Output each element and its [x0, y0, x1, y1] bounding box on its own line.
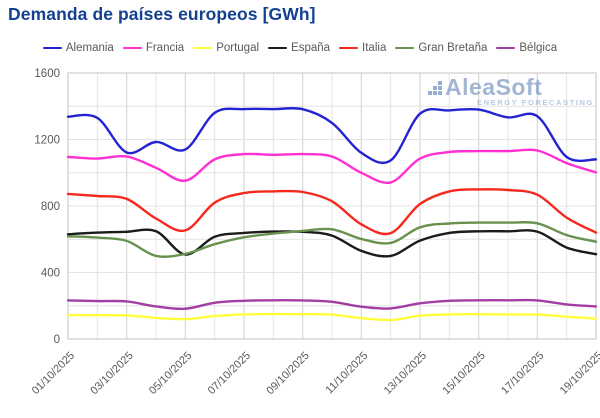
legend-swatch-belgica: [496, 46, 516, 50]
series-line-francia: [66, 148, 598, 185]
legend-item-francia: Francia: [122, 42, 185, 54]
x-tick-label: 05/10/2025: [147, 350, 194, 397]
demand-chart-svg: 0 400 800 1200 1600 01/10/2025 03/10/2025 05/10…: [30, 68, 600, 397]
series-line-italia: [66, 188, 598, 236]
legend-swatch-alemania: [42, 46, 62, 50]
legend-label-gran-bretana: Gran Bretaña: [418, 42, 488, 54]
plot-border: [67, 72, 597, 340]
y-tick-label: 400: [41, 268, 60, 280]
legend-item-belgica: Bélgica: [496, 42, 557, 54]
y-tick-label: 1200: [34, 135, 60, 147]
y-tick-label: 0: [54, 334, 60, 346]
x-tick-label: 09/10/2025: [264, 350, 311, 397]
x-tick-label: 17/10/2025: [499, 350, 546, 397]
y-tick-label: 800: [41, 201, 60, 213]
legend-item-gran-bretana: Gran Bretaña: [395, 42, 487, 54]
legend-label-belgica: Bélgica: [519, 42, 558, 54]
series-line-alemania: [66, 106, 598, 165]
legend-item-alemania: Alemania: [42, 42, 114, 54]
series-line-gran-bretana: [66, 220, 598, 258]
legend-swatch-gran-bretana: [395, 46, 415, 50]
legend-label-espana: España: [291, 42, 331, 54]
series-line-espana: [66, 228, 598, 258]
legend-swatch-italia: [339, 46, 359, 50]
series-line-belgica: [66, 298, 598, 311]
legend-swatch-francia: [122, 46, 142, 50]
x-tick-label: 15/10/2025: [440, 350, 487, 397]
x-tick-label: 07/10/2025: [206, 350, 253, 397]
x-tick-label: 03/10/2025: [88, 350, 135, 397]
legend-label-italia: Italia: [362, 42, 387, 54]
legend-item-espana: España: [268, 42, 330, 54]
series-line-portugal: [66, 312, 598, 322]
legend-swatch-portugal: [193, 46, 213, 50]
chart-title: Demanda de países europeos [GWh]: [8, 4, 316, 24]
x-tick-label: 19/10/2025: [558, 350, 600, 397]
legend-swatch-espana: [268, 46, 288, 50]
legend: Alemania Francia Portugal España Italia Gran …: [0, 39, 600, 57]
x-tick-label: 01/10/2025: [30, 350, 77, 397]
legend-label-portugal: Portugal: [216, 42, 260, 54]
legend-label-francia: Francia: [145, 42, 185, 54]
x-tick-label: 11/10/2025: [324, 350, 371, 397]
x-tick-label: 13/10/2025: [382, 350, 429, 397]
demand-chart: 0 400 800 1200 1600 01/10/2025 03/10/2025 05/10…: [0, 58, 600, 418]
legend-label-alemania: Alemania: [65, 42, 114, 54]
legend-item-portugal: Portugal: [193, 42, 259, 54]
legend-item-italia: Italia: [339, 42, 386, 54]
y-tick-label: 1600: [34, 68, 60, 80]
